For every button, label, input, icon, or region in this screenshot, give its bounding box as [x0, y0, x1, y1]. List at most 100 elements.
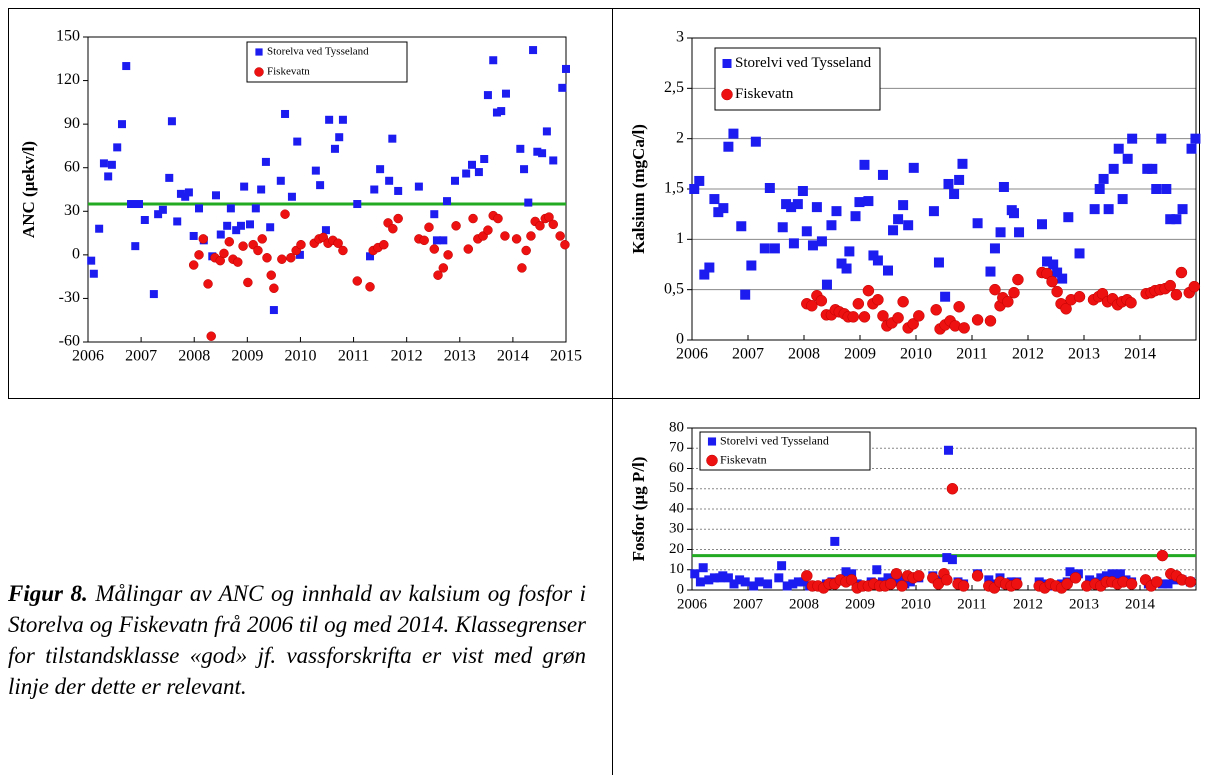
- marker-square: [1014, 227, 1025, 238]
- x-tick-label: 2013: [444, 348, 476, 365]
- x-tick-label: 2014: [497, 348, 529, 365]
- marker-square: [439, 236, 448, 245]
- y-tick-label: 20: [669, 541, 684, 557]
- marker-square: [998, 181, 1009, 192]
- x-tick-label: 2009: [845, 596, 875, 612]
- marker-square: [694, 175, 705, 186]
- marker-square: [140, 216, 149, 224]
- x-tick-label: 2010: [900, 346, 932, 363]
- marker-square: [792, 199, 803, 210]
- marker-square: [295, 250, 304, 259]
- marker-square: [704, 262, 715, 273]
- marker-square: [928, 206, 939, 217]
- marker-circle: [1184, 576, 1197, 588]
- marker-square: [943, 178, 954, 189]
- marker-square: [1009, 208, 1019, 219]
- marker-circle: [206, 331, 216, 341]
- marker-square: [872, 255, 883, 266]
- marker-circle: [280, 209, 290, 219]
- marker-square: [868, 250, 879, 261]
- y-tick-label: 1,5: [664, 180, 684, 197]
- marker-circle: [941, 574, 953, 586]
- marker-square: [276, 176, 285, 185]
- marker-circle: [419, 235, 429, 246]
- legend-box: [714, 47, 881, 111]
- marker-square: [699, 269, 710, 280]
- marker-square: [1147, 163, 1158, 174]
- marker-circle: [555, 231, 565, 241]
- marker-square: [430, 210, 439, 219]
- marker-square: [184, 188, 193, 197]
- marker-square: [232, 226, 241, 235]
- marker-square: [104, 172, 113, 181]
- marker-square: [759, 243, 770, 254]
- marker-square: [236, 221, 245, 230]
- marker-circle: [984, 315, 997, 327]
- marker-circle: [907, 318, 919, 330]
- marker-square: [989, 243, 1000, 254]
- x-tick-label: 2013: [1069, 596, 1099, 612]
- marker-square: [1042, 256, 1053, 267]
- marker-circle: [801, 570, 813, 582]
- marker-circle: [885, 578, 897, 590]
- y-tick-label: -60: [59, 333, 80, 350]
- marker-circle: [483, 225, 493, 235]
- marker-square: [774, 573, 784, 583]
- legend-label: Storelvi ved Tysseland: [735, 55, 872, 71]
- marker-circle: [806, 300, 818, 312]
- marker-circle: [526, 231, 536, 241]
- marker-square: [167, 117, 176, 126]
- marker-square: [723, 573, 733, 583]
- marker-square: [240, 182, 249, 191]
- marker-square: [893, 214, 904, 225]
- marker-circle: [379, 239, 389, 250]
- marker-square: [1094, 184, 1105, 194]
- marker-square: [1089, 204, 1100, 215]
- marker-square: [181, 192, 190, 201]
- marker-square: [195, 204, 204, 213]
- marker-circle: [433, 270, 443, 280]
- marker-square: [489, 56, 498, 65]
- marker-circle: [1125, 297, 1137, 309]
- marker-square: [836, 258, 847, 269]
- marker-square: [749, 581, 759, 591]
- x-tick-label: 2015: [550, 348, 582, 365]
- marker-square: [99, 159, 108, 168]
- marker-circle: [277, 254, 287, 264]
- marker-circle: [892, 312, 904, 324]
- marker-square: [877, 169, 888, 180]
- marker-circle: [1164, 279, 1176, 292]
- legend-label: Fiskevatn: [735, 86, 794, 102]
- x-tick-label: 2008: [178, 348, 210, 365]
- marker-circle: [913, 570, 925, 582]
- marker-square: [257, 185, 266, 194]
- marker-square: [841, 263, 852, 274]
- marker-circle: [393, 213, 403, 224]
- marker-circle: [262, 253, 272, 263]
- y-tick-label: 0,5: [664, 280, 684, 297]
- marker-square: [1165, 214, 1176, 225]
- marker-square: [149, 290, 158, 299]
- marker-square: [467, 160, 476, 169]
- marker-square: [729, 579, 739, 589]
- marker-square: [211, 191, 220, 200]
- marker-square: [954, 174, 965, 185]
- marker-square: [1037, 219, 1047, 230]
- marker-square: [736, 221, 747, 232]
- marker-circle: [443, 250, 453, 260]
- marker-square: [394, 186, 403, 195]
- x-tick-label: 2013: [1068, 346, 1100, 363]
- marker-circle: [1156, 549, 1169, 562]
- marker-square: [847, 569, 857, 579]
- y-tick-label: 40: [669, 500, 684, 516]
- marker-square: [321, 226, 330, 235]
- y-tick-label: 10: [669, 561, 684, 577]
- marker-circle: [872, 293, 884, 306]
- marker-circle: [493, 213, 503, 224]
- y-tick-label: 50: [669, 480, 684, 496]
- y-tick-label: 0: [677, 581, 685, 597]
- marker-square: [821, 279, 832, 290]
- y-tick-label: 3: [676, 29, 684, 46]
- marker-circle: [438, 263, 449, 273]
- marker-square: [1113, 143, 1124, 154]
